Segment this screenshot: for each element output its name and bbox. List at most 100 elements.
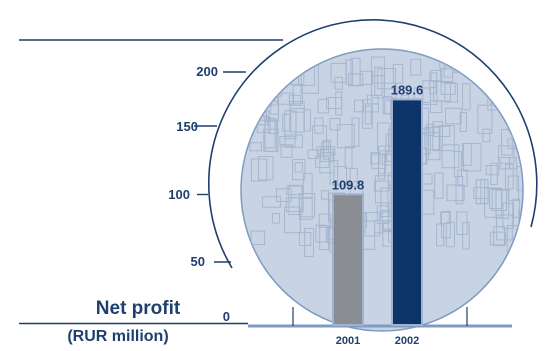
texture-glyph xyxy=(374,66,383,96)
texture-glyph xyxy=(445,221,455,248)
texture-glyph xyxy=(275,188,292,202)
outer-arc xyxy=(208,19,538,269)
texture-glyph xyxy=(377,122,391,152)
texture-glyph xyxy=(315,156,330,168)
texture-glyph xyxy=(392,63,404,84)
texture-glyph xyxy=(282,113,291,132)
texture-glyph xyxy=(351,117,360,147)
texture-glyph xyxy=(497,145,515,164)
texture-glyph xyxy=(333,166,347,186)
texture-glyph xyxy=(316,146,336,156)
texture-glyph xyxy=(319,152,335,174)
y-tick-label-0: 0 xyxy=(223,309,230,324)
texture-glyph xyxy=(378,153,386,180)
texture-glyph xyxy=(335,91,343,116)
bar-2002 xyxy=(391,98,423,327)
texture-glyph xyxy=(288,184,303,215)
texture-glyph xyxy=(336,124,355,149)
texture-glyph xyxy=(285,197,304,213)
category-label-2002: 2002 xyxy=(395,335,419,347)
category-label-2001: 2001 xyxy=(336,335,360,347)
texture-glyph xyxy=(518,209,523,233)
texture-glyph xyxy=(249,142,262,152)
bars: 109.8 2001 189.6 2002 xyxy=(332,82,424,347)
texture-glyph xyxy=(348,73,364,87)
y-tick-label-50: 50 xyxy=(191,254,205,269)
texture-glyph xyxy=(279,136,296,147)
texture-glyph xyxy=(534,56,541,78)
texture-glyph xyxy=(495,60,504,90)
texture-glyph xyxy=(440,82,456,95)
texture-glyph xyxy=(370,152,381,165)
texture-glyph xyxy=(251,158,268,182)
texture-glyph xyxy=(268,118,278,134)
texture-glyph xyxy=(256,82,273,107)
texture-glyph xyxy=(484,187,503,218)
texture-glyph xyxy=(362,99,373,129)
texture-glyph xyxy=(284,206,301,234)
texture-glyph xyxy=(534,121,549,149)
texture-glyph xyxy=(526,55,536,70)
texture-glyph xyxy=(478,79,488,89)
texture-glyph xyxy=(315,224,327,243)
texture-glyph xyxy=(304,227,314,257)
texture-glyph xyxy=(495,189,510,219)
texture-glyph xyxy=(253,98,262,115)
texture-glyph xyxy=(292,159,306,181)
texture-glyph xyxy=(286,185,304,196)
texture-glyph xyxy=(462,83,471,111)
texture-glyph xyxy=(446,184,465,202)
texture-glyph xyxy=(314,117,324,134)
texture-glyph xyxy=(441,144,460,169)
chart-title-line2: (RUR million) xyxy=(67,328,168,345)
texture-glyph xyxy=(374,220,384,234)
texture-glyph xyxy=(496,214,513,241)
texture-glyph xyxy=(292,84,303,105)
texture-glyph xyxy=(330,62,347,83)
texture-glyph xyxy=(445,107,462,125)
texture-glyph xyxy=(440,211,450,224)
texture-glyph xyxy=(485,165,500,176)
texture-glyph xyxy=(527,114,538,133)
texture-glyph xyxy=(502,202,515,229)
texture-glyph xyxy=(294,162,303,173)
data-label-2001: 109.8 xyxy=(332,177,365,192)
texture-glyph xyxy=(430,100,443,114)
texture-glyph xyxy=(317,98,329,114)
texture-glyph xyxy=(323,139,332,160)
texture-glyph xyxy=(456,211,468,235)
texture-glyph xyxy=(290,108,305,133)
texture-glyph xyxy=(506,63,522,77)
texture-glyph xyxy=(455,175,464,205)
texture-glyph xyxy=(311,125,328,151)
texture-glyph xyxy=(526,191,533,206)
data-label-2002: 189.6 xyxy=(391,82,424,97)
texture-glyph xyxy=(307,149,319,159)
texture-glyph xyxy=(477,104,493,134)
texture-glyph xyxy=(429,80,437,94)
texture-glyph xyxy=(364,105,372,125)
texture-glyph xyxy=(334,76,343,90)
texture-glyph xyxy=(364,103,379,113)
texture-glyph xyxy=(444,82,459,103)
texture-glyph xyxy=(501,129,513,156)
texture-glyph xyxy=(371,75,385,99)
texture-glyph xyxy=(370,56,385,84)
texture-glyph xyxy=(436,223,445,247)
texture-glyph xyxy=(490,162,498,185)
texture-glyph xyxy=(530,199,547,212)
texture-glyph xyxy=(298,61,307,71)
y-tick-label-200: 200 xyxy=(196,64,218,79)
texture-glyph xyxy=(516,166,523,191)
texture-glyph xyxy=(533,87,541,95)
texture-glyph xyxy=(533,232,542,241)
texture-glyph xyxy=(463,143,482,172)
texture-glyph xyxy=(462,222,470,250)
bar-2001 xyxy=(332,193,364,326)
texture-glyph xyxy=(344,146,353,169)
y-axis-ticks: 0 50 100 150 200 xyxy=(168,64,246,324)
texture-glyph xyxy=(491,189,507,212)
texture-glyph xyxy=(512,198,521,218)
texture-glyph xyxy=(321,190,330,200)
